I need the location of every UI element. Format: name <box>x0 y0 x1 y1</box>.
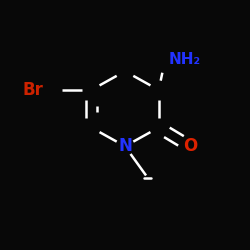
Text: NH₂: NH₂ <box>169 52 201 68</box>
Text: Br: Br <box>23 81 44 99</box>
Text: N: N <box>118 137 132 155</box>
Text: O: O <box>184 137 198 155</box>
